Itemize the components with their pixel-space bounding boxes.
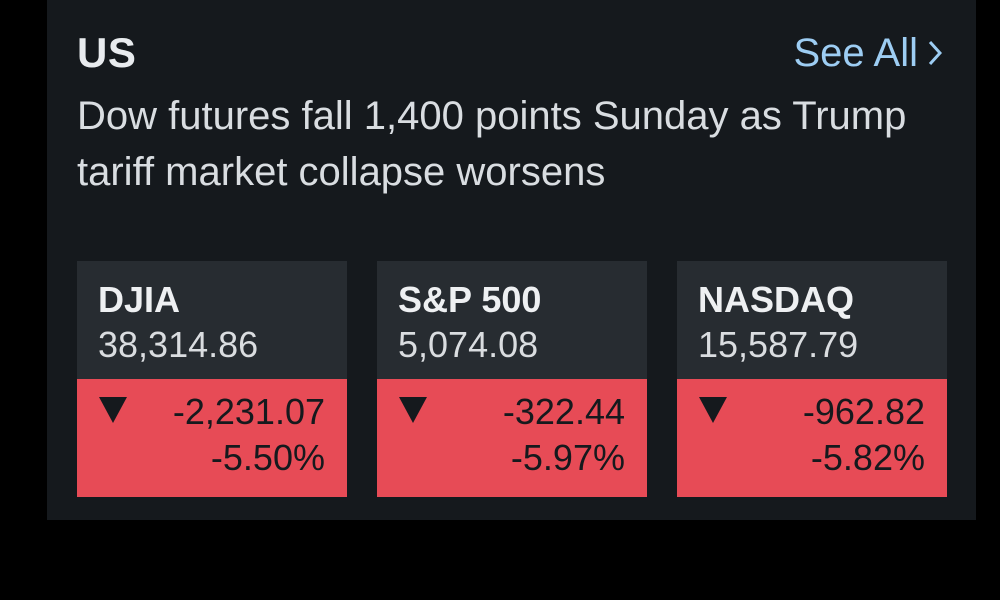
change-percent: -5.50% (210, 437, 325, 478)
us-markets-panel: US See All Dow futures fall 1,400 points… (47, 0, 976, 520)
change-percent: -5.82% (810, 437, 925, 478)
change-value: -2,231.07 (172, 391, 325, 432)
index-card-sp500[interactable]: S&P 500 5,074.08 -322.44 -5.97% (377, 261, 647, 497)
headline-link[interactable]: Dow futures fall 1,400 points Sunday as … (77, 94, 907, 194)
index-name: S&P 500 (398, 279, 542, 320)
change-box: -322.44 -5.97% (377, 379, 647, 497)
section-title: US (77, 29, 137, 76)
see-all-label: See All (793, 30, 918, 75)
triangle-down-icon (99, 397, 127, 423)
change-box: -962.82 -5.82% (677, 379, 947, 497)
index-cards: DJIA 38,314.86 -2,231.07 -5.50% S&P 500 … (77, 261, 947, 497)
index-price: 15,587.79 (698, 324, 859, 365)
index-name: DJIA (98, 279, 181, 320)
triangle-down-icon (399, 397, 427, 423)
index-price: 5,074.08 (398, 324, 539, 365)
change-percent: -5.97% (510, 437, 625, 478)
see-all-link[interactable]: See All (793, 31, 942, 76)
change-value: -322.44 (502, 391, 625, 432)
change-value: -962.82 (802, 391, 925, 432)
section-header: US See All (77, 28, 942, 78)
triangle-down-icon (699, 397, 727, 423)
change-box: -2,231.07 -5.50% (77, 379, 347, 497)
index-price: 38,314.86 (98, 324, 259, 365)
index-name: NASDAQ (698, 279, 855, 320)
chevron-right-icon (928, 40, 942, 66)
index-card-djia[interactable]: DJIA 38,314.86 -2,231.07 -5.50% (77, 261, 347, 497)
index-card-nasdaq[interactable]: NASDAQ 15,587.79 -962.82 -5.82% (677, 261, 947, 497)
